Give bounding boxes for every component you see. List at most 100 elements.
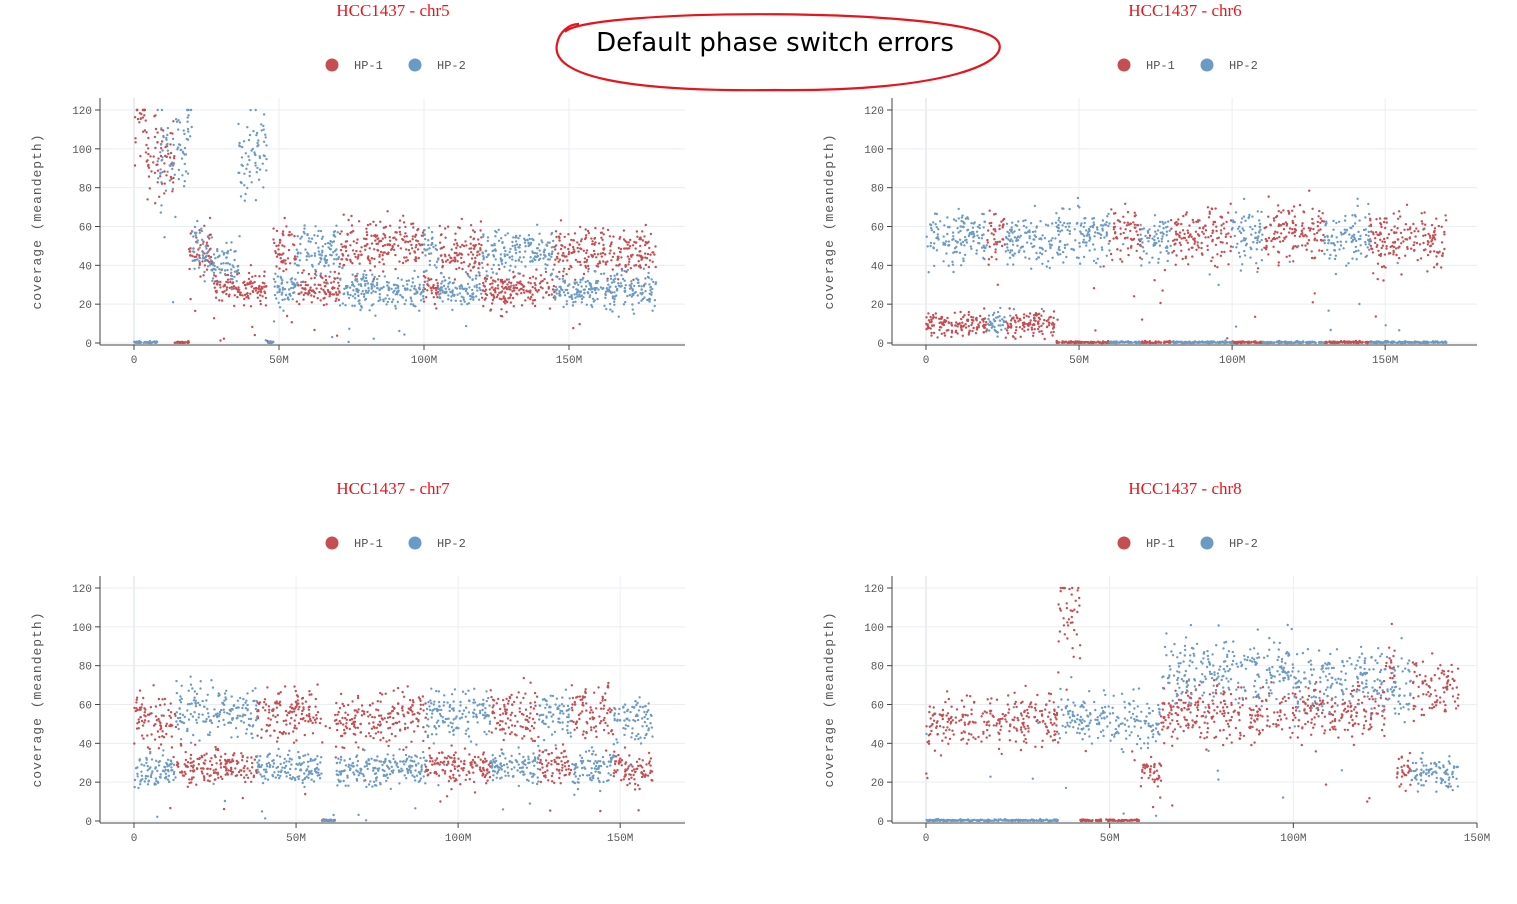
point-hp-1 <box>1284 238 1286 240</box>
point-hp-2 <box>424 233 426 235</box>
point-hp-1 <box>930 332 932 334</box>
point-hp-1 <box>1416 242 1418 244</box>
point-hp-2 <box>1254 225 1256 227</box>
point-hp-1 <box>298 303 300 305</box>
point-hp-1 <box>301 272 303 274</box>
point-hp-1 <box>157 181 159 183</box>
point-hp-1 <box>448 254 450 256</box>
point-hp-2 <box>514 247 516 249</box>
point-hp-2 <box>465 271 467 273</box>
point-hp-2 <box>1049 267 1051 269</box>
point-hp-1 <box>424 281 426 283</box>
point-hp-1 <box>263 275 265 277</box>
point-hp-2 <box>1083 256 1085 258</box>
point-hp-1 <box>1312 301 1314 303</box>
point-hp-2 <box>1358 219 1360 221</box>
point-hp-1 <box>1442 252 1444 254</box>
point-hp-2 <box>1057 219 1059 221</box>
point-hp-2 <box>555 286 557 288</box>
point-hp-2 <box>282 310 284 312</box>
point-hp-2 <box>294 262 296 264</box>
point-hp-1 <box>302 298 304 300</box>
point-hp-1 <box>294 258 296 260</box>
point-hp-2 <box>1108 243 1110 245</box>
point-hp-1 <box>364 249 366 251</box>
point-hp-1 <box>1311 218 1313 220</box>
point-hp-2 <box>419 284 421 286</box>
point-hp-2 <box>991 327 993 329</box>
point-hp-2 <box>297 235 299 237</box>
point-hp-1 <box>497 278 499 280</box>
point-hp-2 <box>387 301 389 303</box>
point-hp-2 <box>568 296 570 298</box>
point-hp-1 <box>350 215 352 217</box>
point-hp-1 <box>632 244 634 246</box>
point-hp-2 <box>1066 229 1068 231</box>
point-hp-2 <box>1028 229 1030 231</box>
point-hp-2 <box>936 236 938 238</box>
point-hp-2 <box>480 293 482 295</box>
point-hp-1 <box>577 247 579 249</box>
point-hp-2 <box>263 129 265 131</box>
point-hp-2 <box>1091 225 1093 227</box>
point-hp-1 <box>1199 227 1201 229</box>
point-hp-2 <box>238 142 240 144</box>
point-hp-2 <box>197 239 199 241</box>
point-hp-1 <box>1130 238 1132 240</box>
point-hp-2 <box>429 264 431 266</box>
point-hp-2 <box>244 193 246 195</box>
point-hp-1 <box>356 242 358 244</box>
point-hp-1 <box>1125 228 1127 230</box>
point-hp-1 <box>188 341 190 343</box>
point-hp-1 <box>456 242 458 244</box>
point-hp-2 <box>1109 341 1111 343</box>
point-hp-1 <box>1039 318 1041 320</box>
point-hp-1 <box>579 226 581 228</box>
point-hp-1 <box>1040 330 1042 332</box>
point-hp-2 <box>420 292 422 294</box>
point-hp-2 <box>434 264 436 266</box>
point-hp-2 <box>1220 341 1222 343</box>
point-hp-2 <box>586 304 588 306</box>
point-hp-2 <box>481 262 483 264</box>
point-hp-1 <box>280 257 282 259</box>
point-hp-2 <box>1038 256 1040 258</box>
x-tick-label: 150M <box>1372 355 1398 367</box>
point-hp-1 <box>574 279 576 281</box>
point-hp-2 <box>376 278 378 280</box>
point-hp-2 <box>1145 252 1147 254</box>
y-tick-label: 0 <box>877 339 884 351</box>
point-hp-2 <box>1344 231 1346 233</box>
point-hp-2 <box>573 293 575 295</box>
point-hp-1 <box>1436 263 1438 265</box>
point-hp-2 <box>650 294 652 296</box>
point-hp-1 <box>138 121 140 123</box>
x-tick-label: 50M <box>1069 355 1089 367</box>
point-hp-2 <box>1007 249 1009 251</box>
point-hp-1 <box>341 258 343 260</box>
point-hp-2 <box>343 292 345 294</box>
point-hp-2 <box>167 150 169 152</box>
point-hp-1 <box>1438 251 1440 253</box>
point-hp-2 <box>246 163 248 165</box>
point-hp-1 <box>1386 237 1388 239</box>
point-hp-1 <box>1052 317 1054 319</box>
point-hp-1 <box>1410 232 1412 234</box>
point-hp-1 <box>972 316 974 318</box>
point-hp-2 <box>551 253 553 255</box>
point-hp-2 <box>613 304 615 306</box>
point-hp-2 <box>509 248 511 250</box>
point-hp-2 <box>1097 258 1099 260</box>
point-hp-2 <box>237 265 239 267</box>
point-hp-2 <box>1017 220 1019 222</box>
point-hp-2 <box>333 234 335 236</box>
point-hp-2 <box>1112 341 1114 343</box>
point-hp-2 <box>958 208 960 210</box>
point-hp-2 <box>1139 342 1141 344</box>
point-hp-2 <box>332 251 334 253</box>
point-hp-2 <box>460 303 462 305</box>
point-hp-2 <box>626 295 628 297</box>
point-hp-2 <box>160 204 162 206</box>
point-hp-1 <box>1188 248 1190 250</box>
